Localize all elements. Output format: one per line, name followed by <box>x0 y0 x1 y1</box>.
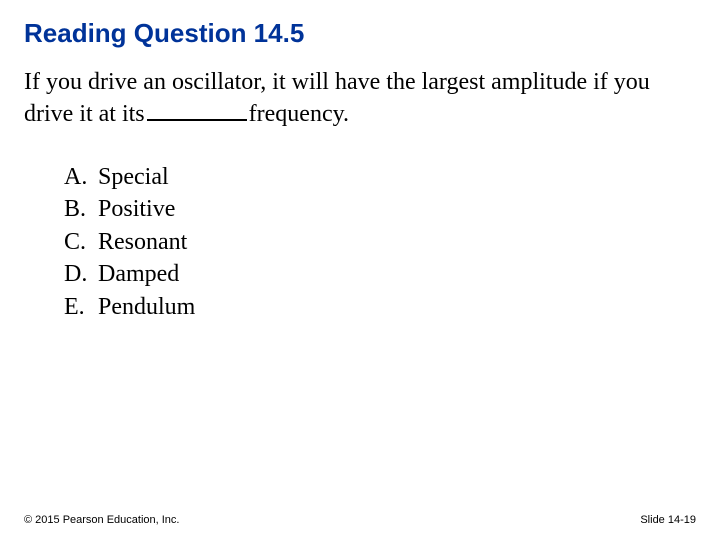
option-letter: A. <box>64 161 98 193</box>
slide-number: Slide 14-19 <box>640 514 696 526</box>
question-title: Reading Question 14.5 <box>24 18 696 49</box>
option-text: Special <box>98 161 169 193</box>
option-letter: D. <box>64 258 98 290</box>
copyright-text: © 2015 Pearson Education, Inc. <box>24 514 179 526</box>
option-b: B. Positive <box>64 193 696 225</box>
option-a: A. Special <box>64 161 696 193</box>
option-text: Positive <box>98 193 175 225</box>
question-text: If you drive an oscillator, it will have… <box>24 67 696 129</box>
option-letter: C. <box>64 226 98 258</box>
option-letter: E. <box>64 291 98 323</box>
option-letter: B. <box>64 193 98 225</box>
option-text: Pendulum <box>98 291 195 323</box>
question-part2: frequency. <box>249 101 349 127</box>
fill-blank <box>147 97 247 121</box>
option-e: E. Pendulum <box>64 291 696 323</box>
option-text: Damped <box>98 258 179 290</box>
options-list: A. Special B. Positive C. Resonant D. Da… <box>64 161 696 323</box>
option-text: Resonant <box>98 226 187 258</box>
footer: © 2015 Pearson Education, Inc. Slide 14-… <box>24 514 696 526</box>
option-d: D. Damped <box>64 258 696 290</box>
option-c: C. Resonant <box>64 226 696 258</box>
